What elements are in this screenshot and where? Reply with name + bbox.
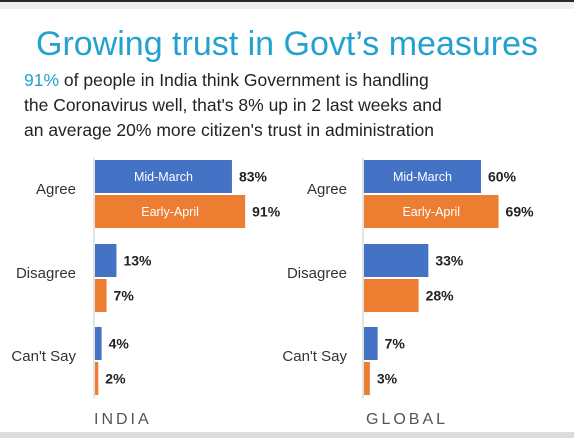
bottom-rule — [0, 432, 574, 438]
india-bar-early-april — [95, 195, 246, 228]
global-bar-early-april — [364, 279, 419, 312]
global-bar-early-april — [364, 362, 370, 395]
subtitle-line-1: 91% of people in India think Government … — [24, 68, 564, 93]
india-value-label: 91% — [252, 204, 281, 220]
india-value-label: 2% — [105, 371, 126, 387]
global-value-label: 69% — [506, 204, 535, 220]
india-bar-mid-march — [95, 327, 102, 360]
global-category-label: Can't Say — [282, 348, 347, 365]
india-panel-label: INDIA — [94, 411, 152, 428]
india-value-label: 83% — [239, 169, 268, 185]
global-panel-label: GLOBAL — [366, 411, 448, 428]
india-category-label: Agree — [36, 181, 76, 198]
subtitle-highlight: 91% — [24, 70, 60, 90]
india-series-label: Mid-March — [134, 170, 193, 184]
subtitle-line-1-rest: of people in India think Government is h… — [59, 70, 429, 90]
india-bar-early-april — [95, 362, 99, 395]
global-bar-early-april — [364, 195, 499, 228]
global-bar-mid-march — [364, 327, 378, 360]
india-category-label: Disagree — [16, 265, 76, 282]
india-bar-mid-march — [95, 244, 117, 277]
subtitle: 91% of people in India think Government … — [24, 68, 564, 143]
global-bar-mid-march — [364, 160, 481, 193]
global-value-label: 28% — [426, 288, 455, 304]
india-value-label: 4% — [109, 336, 130, 352]
subtitle-line-3: an average 20% more citizen's trust in a… — [24, 120, 434, 140]
global-category-label: Agree — [307, 181, 347, 198]
global-series-label: Early-April — [402, 205, 460, 219]
india-category-label: Can't Say — [11, 348, 76, 365]
global-value-label: 3% — [377, 371, 398, 387]
india-value-label: 13% — [123, 253, 152, 269]
global-bar-mid-march — [364, 244, 429, 277]
global-value-label: 33% — [435, 253, 464, 269]
global-series-label: Mid-March — [393, 170, 452, 184]
india-bar-mid-march — [95, 160, 232, 193]
global-category-label: Disagree — [287, 265, 347, 282]
global-value-label: 7% — [385, 336, 406, 352]
global-value-label: 60% — [488, 169, 517, 185]
subtitle-line-2: the Coronavirus well, that's 8% up in 2 … — [24, 95, 442, 115]
top-rule — [0, 0, 574, 9]
page-title: Growing trust in Govt’s measures — [36, 25, 538, 63]
india-series-label: Early-April — [141, 205, 199, 219]
india-value-label: 7% — [114, 288, 135, 304]
india-bar-early-april — [95, 279, 107, 312]
